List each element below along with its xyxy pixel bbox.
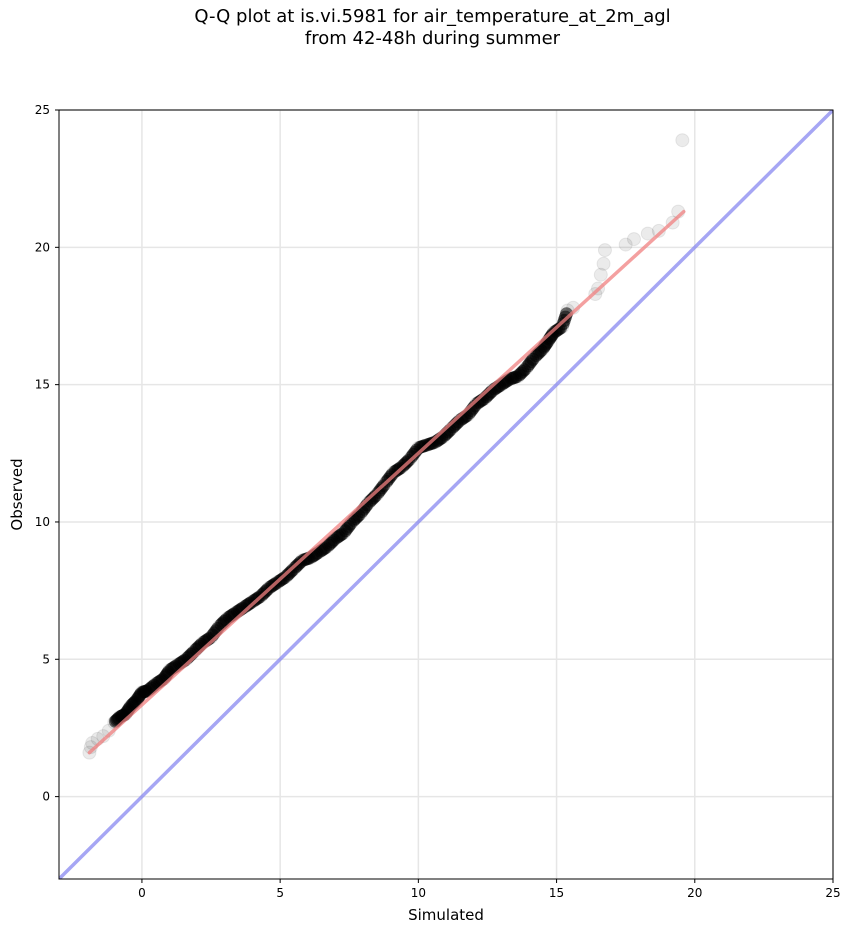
chart-title-line-2: from 42-48h during summer <box>304 28 561 49</box>
y-tick: 10 <box>35 515 59 529</box>
x-axis-label: Simulated <box>408 906 484 924</box>
x-tick-label: 0 <box>138 886 146 900</box>
y-tick: 25 <box>35 103 59 117</box>
data-point <box>675 133 690 148</box>
y-axis-label: Observed <box>8 458 26 530</box>
y-tick-label: 0 <box>42 790 50 804</box>
x-tick: 10 <box>411 879 426 900</box>
x-tick: 15 <box>549 879 564 900</box>
y-tick-label: 20 <box>35 240 50 254</box>
x-tick-label: 10 <box>411 886 426 900</box>
grid-lines <box>59 109 834 879</box>
x-tick: 5 <box>276 879 284 900</box>
data-point <box>597 243 612 258</box>
y-tick: 0 <box>42 790 59 804</box>
x-tick-label: 20 <box>687 886 702 900</box>
fit-line <box>87 209 686 755</box>
y-tick-label: 10 <box>35 515 50 529</box>
data-point <box>618 237 633 252</box>
x-tick-label: 15 <box>549 886 564 900</box>
x-tick-label: 5 <box>276 886 284 900</box>
chart-title-line-1: Q-Q plot at is.vi.5981 for air_temperatu… <box>194 6 671 27</box>
y-tick: 15 <box>35 378 59 392</box>
x-tick: 25 <box>825 879 841 900</box>
data-point <box>640 226 655 241</box>
data-point <box>626 232 641 247</box>
x-tick: 0 <box>138 879 146 900</box>
data-point <box>596 256 611 271</box>
y-tick-label: 5 <box>42 652 50 666</box>
chart-title: Q-Q plot at is.vi.5981 for air_temperatu… <box>0 6 851 50</box>
x-tick: 20 <box>687 879 702 900</box>
x-tick-label: 25 <box>825 886 840 900</box>
data-point <box>651 223 666 238</box>
identity-line <box>59 110 833 879</box>
y-tick: 20 <box>35 240 59 254</box>
plot-frame <box>58 109 834 880</box>
plot-marks <box>59 110 833 879</box>
y-tick-label: 25 <box>35 103 50 117</box>
axis-ticks: 0 5 10 15 20 25 0 5 10 15 20 25 <box>35 103 841 900</box>
y-tick-label: 15 <box>35 378 50 392</box>
y-tick: 5 <box>42 652 59 666</box>
data-point <box>593 267 608 282</box>
